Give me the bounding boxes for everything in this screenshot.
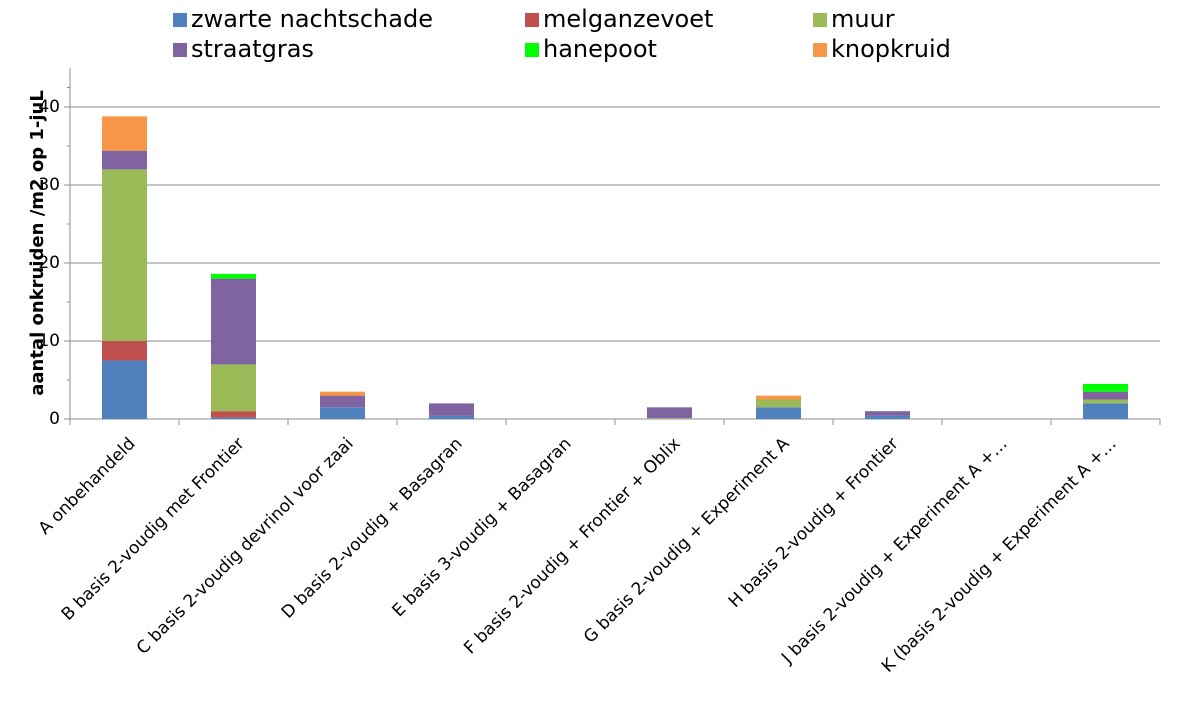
bar-segment xyxy=(320,407,365,419)
bar-segment xyxy=(211,273,256,279)
bar-segment xyxy=(102,341,147,361)
bar-segment xyxy=(102,116,147,151)
x-tick-label: F basis 2-voudig + Frontier + Oblix xyxy=(460,434,684,658)
bar-segment xyxy=(865,415,910,419)
y-tick-label: 10 xyxy=(38,331,60,351)
bar-segment xyxy=(211,364,256,412)
bar-segment xyxy=(756,399,801,408)
bar-segment xyxy=(102,150,147,170)
legend-label: melganzevoet xyxy=(543,5,713,33)
x-tick-label: G basis 2-voudig + Experiment A xyxy=(580,434,794,648)
legend-swatch xyxy=(173,13,187,27)
legend-label: zwarte nachtschade xyxy=(191,5,433,33)
legend-label: knopkruid xyxy=(831,35,951,63)
bar-segment xyxy=(865,411,910,416)
legend-label: hanepoot xyxy=(543,35,657,63)
x-tick-label: E basis 3-voudig + Basagran xyxy=(388,434,575,621)
bar-segment xyxy=(1083,383,1128,392)
bar-segment xyxy=(320,395,365,408)
bar-segment xyxy=(1083,399,1128,404)
bar-segment xyxy=(102,169,147,341)
x-tick-label: K (basis 2-voudig + Experiment A +… xyxy=(878,434,1121,677)
bar-segment xyxy=(320,391,365,396)
legend-swatch xyxy=(813,43,827,57)
legend-label: muur xyxy=(831,5,895,33)
bar-segment xyxy=(211,417,256,419)
y-tick-label: 40 xyxy=(38,97,60,117)
x-tick-label: C basis 2-voudig devrinol voor zaai xyxy=(133,434,358,659)
legend-swatch xyxy=(525,13,539,27)
x-tick-label: D basis 2-voudig + Basagran xyxy=(278,434,467,623)
bar-segment xyxy=(647,418,692,419)
y-tick-label: 30 xyxy=(38,175,60,195)
x-tick-label: A onbehandeld xyxy=(35,434,140,539)
x-tick-label: B basis 2-voudig met Frontier xyxy=(58,434,249,625)
bar-segment xyxy=(429,415,474,419)
legend-swatch xyxy=(525,43,539,57)
y-tick-label: 20 xyxy=(38,253,60,273)
bar-segment xyxy=(1083,391,1128,400)
y-tick-label: 0 xyxy=(49,409,60,429)
bar-segment xyxy=(211,411,256,418)
bar-segment xyxy=(1083,403,1128,419)
bar-segment xyxy=(756,395,801,400)
y-axis-label: aantal onkruiden /m2 op 1-juL xyxy=(27,90,48,396)
bar-segment xyxy=(429,403,474,416)
bar-segment xyxy=(756,407,801,419)
legend-swatch xyxy=(813,13,827,27)
bar-segment xyxy=(647,407,692,419)
bar-segment xyxy=(211,278,256,365)
legend-swatch xyxy=(173,43,187,57)
legend-label: straatgras xyxy=(191,35,314,63)
bar-segment xyxy=(102,360,147,419)
x-tick-label: J basis 2-voudig + Experiment A +… xyxy=(777,434,1011,668)
